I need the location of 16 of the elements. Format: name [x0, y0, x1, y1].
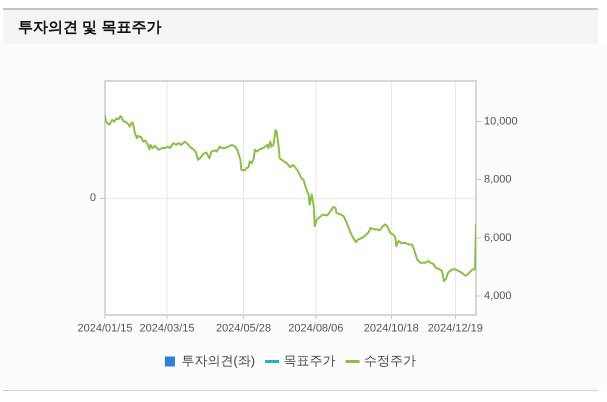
x-tick-label: 2024/05/28: [216, 322, 272, 335]
x-tick-label: 2024/08/06: [288, 322, 344, 335]
header-panel: 투자의견 및 목표주가: [3, 8, 598, 45]
y2-tick-label: 10,000: [484, 116, 518, 128]
x-tick-label: 2024/03/15: [139, 322, 195, 335]
x-tick-label: 2024/10/18: [364, 322, 419, 335]
text: 0: [90, 192, 96, 204]
x-tick-label: 2024/12/19: [428, 322, 483, 335]
legend-label: 투자의견(좌): [181, 353, 256, 368]
y2-tick-label: 8,000: [484, 174, 512, 186]
legend-label: 목표주가: [284, 353, 336, 368]
x-tick-label: 2024/01/15: [77, 322, 133, 335]
y2-tick-label: 4,000: [484, 290, 512, 302]
y2-tick-label: 6,000: [484, 232, 512, 244]
legend-label: 수정주가: [364, 353, 416, 368]
chart-title: 투자의견 및 목표주가: [18, 18, 162, 38]
